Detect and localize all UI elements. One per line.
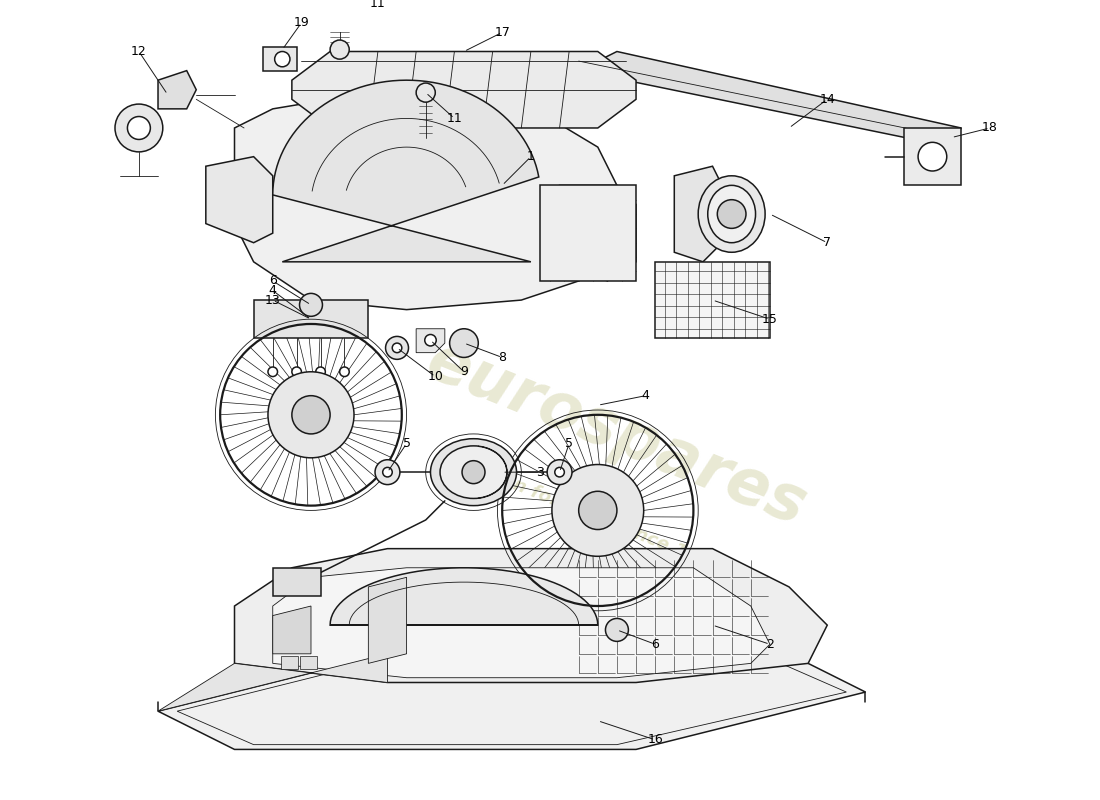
Circle shape [330,40,349,59]
Circle shape [605,618,628,642]
Polygon shape [273,568,320,597]
Ellipse shape [698,176,766,252]
FancyBboxPatch shape [300,656,317,669]
Polygon shape [234,99,617,310]
Polygon shape [273,80,539,262]
Text: 13: 13 [265,294,280,306]
Text: 3: 3 [537,466,544,478]
Text: 5: 5 [565,437,573,450]
Polygon shape [904,128,961,186]
Text: 18: 18 [982,122,998,134]
Polygon shape [674,166,722,262]
Polygon shape [234,549,827,682]
Polygon shape [579,51,961,147]
Circle shape [462,461,485,484]
Text: 17: 17 [494,26,510,39]
Circle shape [340,367,349,377]
Text: 8: 8 [498,351,506,364]
Circle shape [268,367,277,377]
Text: 19: 19 [294,16,309,30]
Circle shape [275,51,290,66]
Text: eurospares: eurospares [418,330,816,538]
Circle shape [579,491,617,530]
Text: 9: 9 [460,366,467,378]
Polygon shape [158,654,866,750]
Text: a passion for parts since 1985: a passion for parts since 1985 [433,445,724,576]
Polygon shape [273,568,770,678]
Ellipse shape [440,446,507,498]
Circle shape [375,460,400,485]
Circle shape [386,337,408,359]
Polygon shape [292,51,636,128]
Polygon shape [330,568,597,625]
Ellipse shape [707,186,756,242]
Text: 7: 7 [823,236,832,250]
Circle shape [383,467,393,477]
FancyBboxPatch shape [282,656,298,669]
Text: 1: 1 [527,150,535,163]
Text: 11: 11 [447,112,462,125]
Polygon shape [560,186,636,281]
Polygon shape [158,654,387,711]
Polygon shape [254,300,368,338]
Text: 6: 6 [651,638,659,650]
Circle shape [450,329,478,358]
Text: 14: 14 [820,93,835,106]
Circle shape [316,367,326,377]
Circle shape [292,396,330,434]
Circle shape [299,294,322,316]
Circle shape [918,142,947,171]
Polygon shape [263,46,297,70]
Circle shape [547,460,572,485]
Circle shape [128,117,151,139]
Circle shape [393,343,402,353]
Circle shape [268,372,354,458]
Text: 6: 6 [268,274,277,287]
Text: 5: 5 [403,437,410,450]
Polygon shape [656,262,770,338]
Polygon shape [368,578,407,663]
Polygon shape [206,157,273,242]
Polygon shape [273,606,311,654]
Text: 10: 10 [427,370,443,383]
Circle shape [717,200,746,228]
Circle shape [416,83,436,102]
Text: 2: 2 [766,638,773,650]
Text: 4: 4 [268,284,277,297]
Text: 11: 11 [370,0,386,10]
Circle shape [554,467,564,477]
Polygon shape [540,186,636,281]
Text: 4: 4 [641,389,649,402]
Text: 12: 12 [131,45,146,58]
Ellipse shape [430,438,517,506]
Polygon shape [416,329,444,353]
Circle shape [292,367,301,377]
Polygon shape [158,70,196,109]
Text: 16: 16 [647,734,663,746]
Circle shape [425,334,437,346]
Text: 15: 15 [762,313,778,326]
Circle shape [116,104,163,152]
Circle shape [552,465,644,556]
